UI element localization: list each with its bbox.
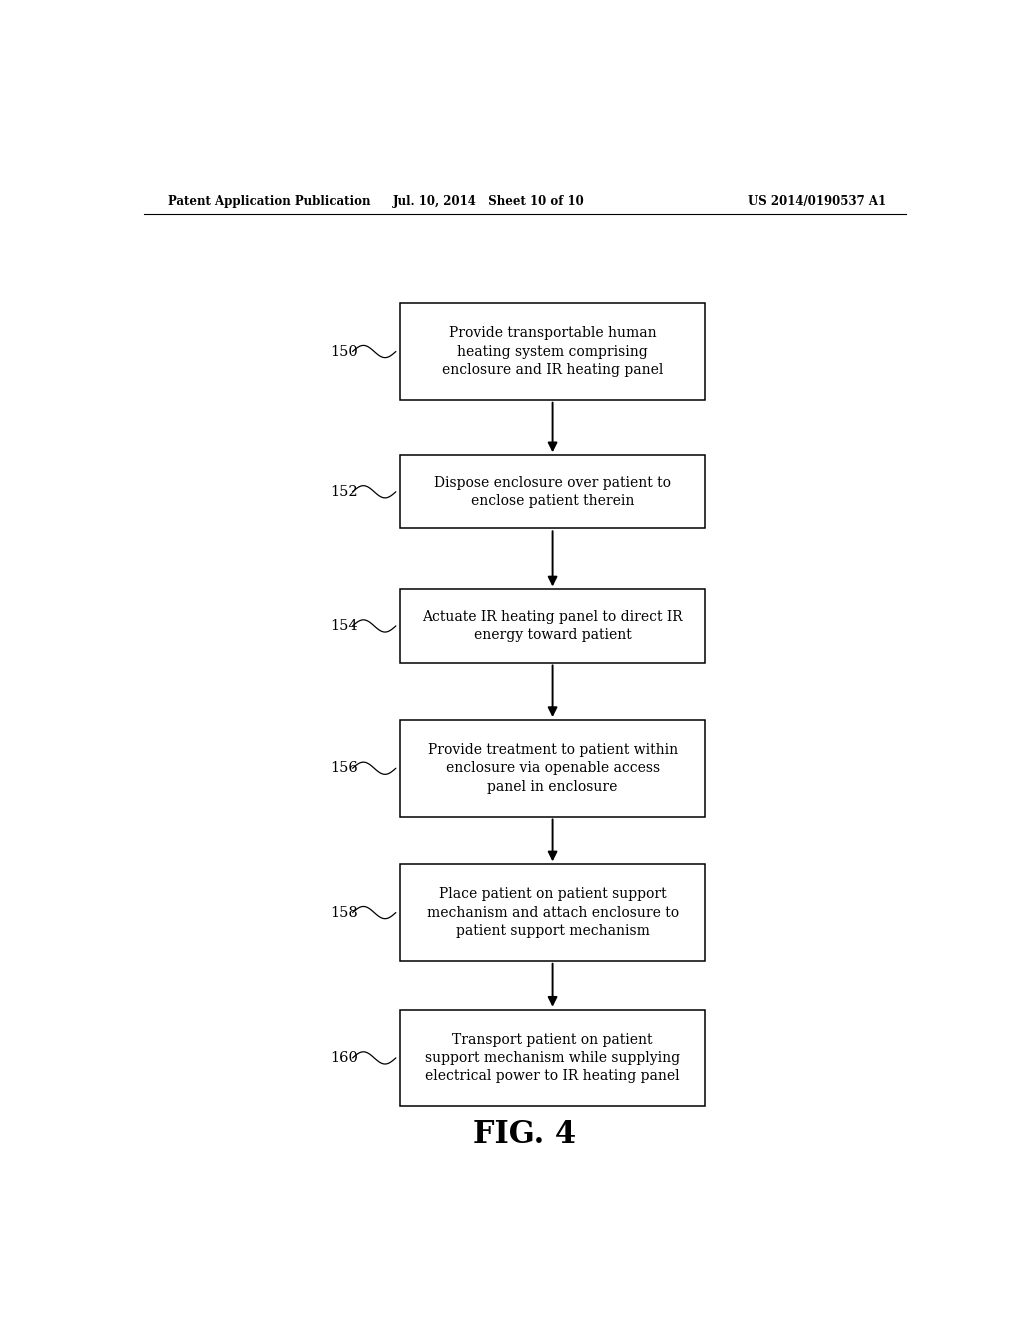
FancyBboxPatch shape	[399, 865, 706, 961]
FancyBboxPatch shape	[399, 455, 706, 528]
Text: Place patient on patient support
mechanism and attach enclosure to
patient suppo: Place patient on patient support mechani…	[427, 887, 679, 939]
Text: Patent Application Publication: Patent Application Publication	[168, 194, 371, 207]
Text: 152: 152	[331, 484, 358, 499]
Text: Dispose enclosure over patient to
enclose patient therein: Dispose enclosure over patient to enclos…	[434, 475, 671, 508]
Text: Actuate IR heating panel to direct IR
energy toward patient: Actuate IR heating panel to direct IR en…	[422, 610, 683, 642]
Text: Transport patient on patient
support mechanism while supplying
electrical power : Transport patient on patient support mec…	[425, 1032, 680, 1084]
Text: 160: 160	[331, 1051, 358, 1065]
Text: 158: 158	[331, 906, 358, 920]
FancyBboxPatch shape	[399, 719, 706, 817]
Text: 154: 154	[331, 619, 358, 634]
Text: 150: 150	[331, 345, 358, 359]
FancyBboxPatch shape	[399, 304, 706, 400]
Text: US 2014/0190537 A1: US 2014/0190537 A1	[748, 194, 886, 207]
Text: Provide transportable human
heating system comprising
enclosure and IR heating p: Provide transportable human heating syst…	[442, 326, 664, 378]
Text: Jul. 10, 2014   Sheet 10 of 10: Jul. 10, 2014 Sheet 10 of 10	[393, 194, 585, 207]
Text: Provide treatment to patient within
enclosure via openable access
panel in enclo: Provide treatment to patient within encl…	[427, 743, 678, 793]
Text: 156: 156	[331, 762, 358, 775]
FancyBboxPatch shape	[399, 1010, 706, 1106]
Text: FIG. 4: FIG. 4	[473, 1118, 577, 1150]
FancyBboxPatch shape	[399, 589, 706, 663]
